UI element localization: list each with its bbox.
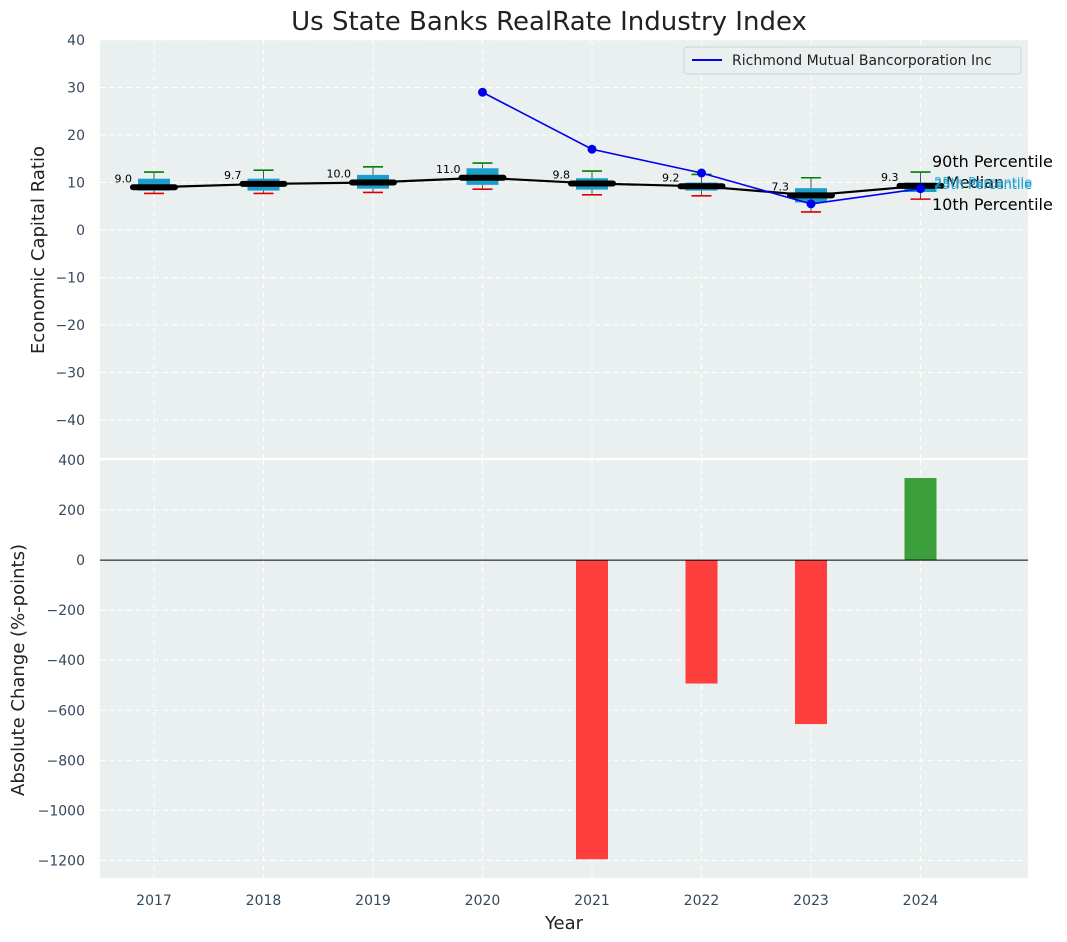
x-tick-label-2020: 2020 xyxy=(465,893,501,909)
median-label-2019: 10.0 xyxy=(327,168,352,181)
x-tick-label-2021: 2021 xyxy=(574,893,610,909)
bottom-y-tick-label: 400 xyxy=(58,453,85,469)
median-label-2020: 11.0 xyxy=(436,163,461,176)
top-y-axis-label: Economic Capital Ratio xyxy=(28,146,49,354)
bottom-y-tick-label: −1000 xyxy=(38,803,85,819)
x-tick-label-2019: 2019 xyxy=(355,893,391,909)
x-axis-label: Year xyxy=(544,913,584,934)
annotation-25th: 25th Percentile xyxy=(934,178,1032,193)
bottom-y-axis-label: Absolute Change (%-points) xyxy=(8,544,29,796)
median-label-2023: 7.3 xyxy=(772,180,790,193)
bottom-y-tick-label: 0 xyxy=(76,553,85,569)
change-bars xyxy=(576,478,937,860)
change-bar-2024 xyxy=(904,478,937,561)
legend: Richmond Mutual Bancorporation Inc xyxy=(683,46,1022,75)
bottom-y-tick-label: −1200 xyxy=(38,853,85,869)
bottom-y-tick-label: −800 xyxy=(47,753,85,769)
median-label-2018: 9.7 xyxy=(224,169,242,182)
company-series xyxy=(478,87,925,209)
company-point-2020 xyxy=(478,87,487,97)
median-line xyxy=(153,176,921,197)
bottom-y-tick-label: −600 xyxy=(47,703,85,719)
legend-box xyxy=(683,46,1022,75)
x-tick-label-2023: 2023 xyxy=(793,893,829,909)
top-y-tick-label: −20 xyxy=(55,318,85,334)
annotation-90th: 90th Percentile xyxy=(932,152,1053,171)
top-panel xyxy=(100,40,1028,458)
top-y-tick-label: 10 xyxy=(67,176,85,192)
top-y-tick-label: −40 xyxy=(55,413,85,429)
median-label-2021: 9.8 xyxy=(553,168,571,181)
x-tick-label-2018: 2018 xyxy=(246,893,282,909)
bottom-y-axis-ticks: 400 200 0 −200 −400 −600 −800 −1000 −1200 xyxy=(38,453,85,869)
median-label-2024: 9.3 xyxy=(881,171,899,184)
median-label-2022: 9.2 xyxy=(662,171,680,184)
median-value-labels: 9.0 9.7 10.0 11.0 9.8 9.2 7.3 9.3 xyxy=(115,163,899,194)
company-point-2022 xyxy=(697,168,706,178)
x-axis-ticks: 2017 2018 2019 2020 2021 2022 2023 2024 xyxy=(136,893,938,909)
company-point-2023 xyxy=(806,199,816,209)
change-bar-2023 xyxy=(795,560,827,725)
legend-label: Richmond Mutual Bancorporation Inc xyxy=(732,53,992,69)
bottom-panel xyxy=(100,460,1028,878)
median-trend-line xyxy=(153,176,921,197)
change-bar-2022 xyxy=(685,560,718,684)
bottom-y-tick-label: −200 xyxy=(47,603,85,619)
annotation-10th: 10th Percentile xyxy=(932,195,1053,214)
annotation-75th: 25th Percentile xyxy=(934,176,1032,191)
top-y-tick-label: 20 xyxy=(67,128,85,144)
annotation-median: Median xyxy=(946,173,1004,192)
median-label-2017: 9.0 xyxy=(115,172,133,185)
company-point-2021 xyxy=(587,144,597,154)
bottom-y-tick-label: −400 xyxy=(47,653,85,669)
change-bar-2021 xyxy=(576,560,608,860)
chart-title: Us State Banks RealRate Industry Index xyxy=(291,7,807,37)
x-tick-label-2022: 2022 xyxy=(684,893,720,909)
company-point-2024 xyxy=(916,184,925,194)
top-y-tick-label: −30 xyxy=(55,366,85,382)
top-y-tick-label: 30 xyxy=(67,81,85,97)
x-tick-label-2017: 2017 xyxy=(136,893,172,909)
top-y-tick-label: 0 xyxy=(76,223,85,239)
top-y-axis-ticks: 40 30 20 10 0 −10 −20 −30 −40 xyxy=(55,33,85,429)
x-tick-label-2024: 2024 xyxy=(903,893,939,909)
top-y-tick-label: −10 xyxy=(55,271,85,287)
top-y-tick-label: 40 xyxy=(67,33,85,49)
bottom-y-tick-label: 200 xyxy=(58,503,85,519)
